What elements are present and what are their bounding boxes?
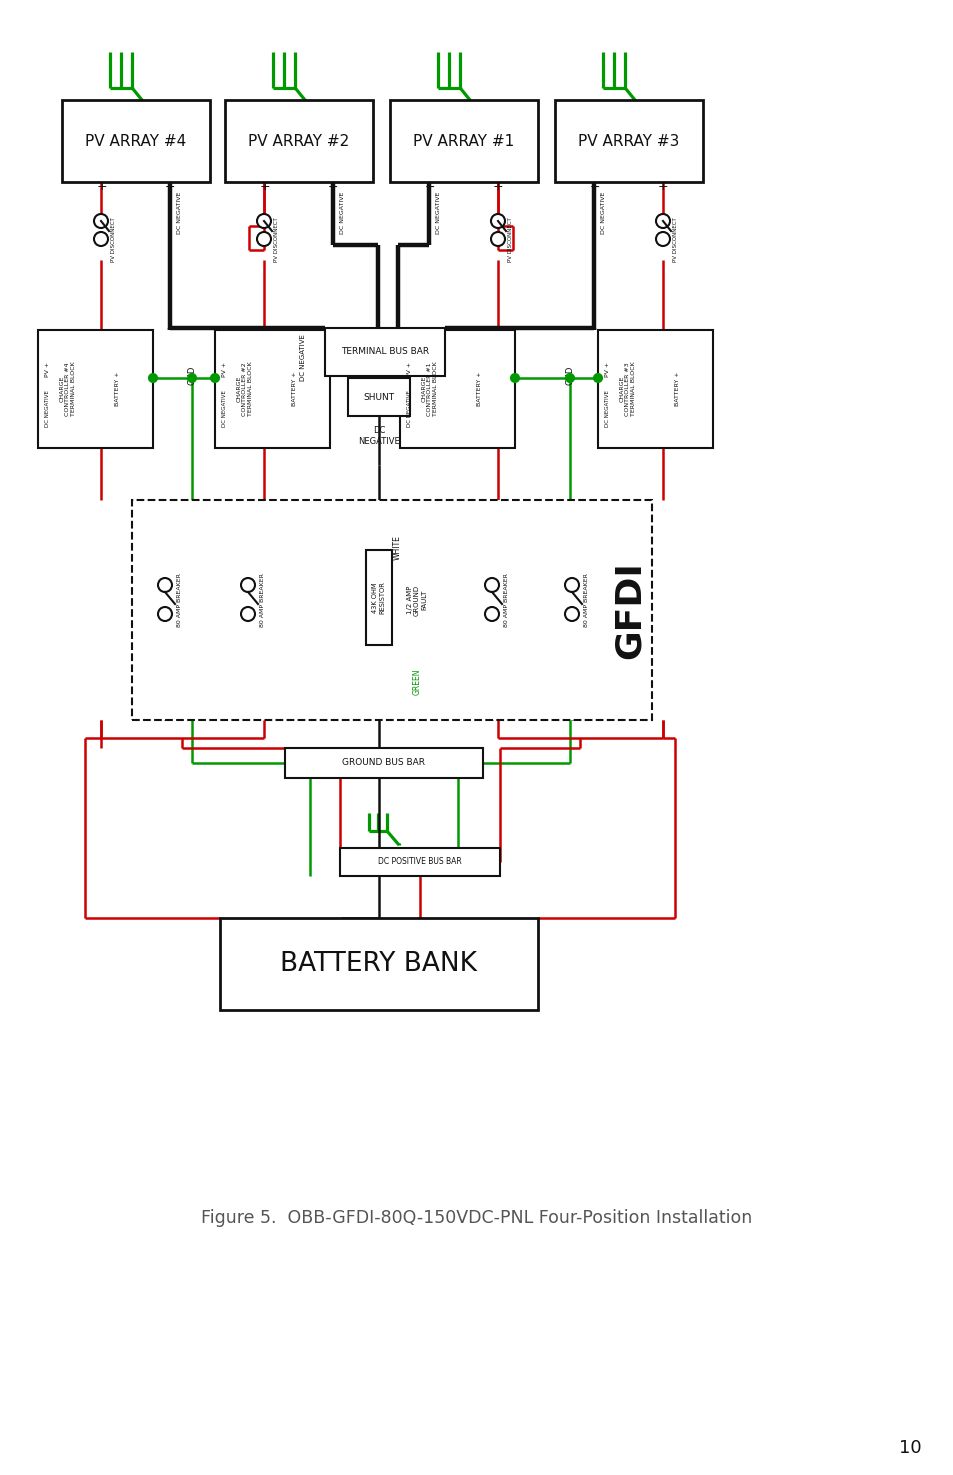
Text: PV DISCONNECT: PV DISCONNECT	[672, 218, 678, 263]
Text: PV DISCONNECT: PV DISCONNECT	[111, 218, 116, 263]
Circle shape	[211, 375, 219, 382]
Text: GFDI: GFDI	[613, 560, 646, 659]
Text: BATTERY +: BATTERY +	[292, 372, 296, 406]
Text: DC NEGATIVE: DC NEGATIVE	[339, 192, 345, 235]
Bar	[62, 100, 210, 181]
Text: CHARGE
CONTROLLER #3
TERMINAL BLOCK: CHARGE CONTROLLER #3 TERMINAL BLOCK	[618, 361, 635, 416]
Text: −: −	[589, 180, 599, 193]
Text: PV +: PV +	[407, 361, 412, 376]
Circle shape	[256, 214, 271, 229]
Bar	[220, 917, 537, 1010]
Circle shape	[565, 375, 574, 382]
Bar	[390, 100, 537, 181]
Text: CHARGE
CONTROLLER #1
TERMINAL BLOCK: CHARGE CONTROLLER #1 TERMINAL BLOCK	[421, 361, 437, 416]
Text: 80 AMP BREAKER: 80 AMP BREAKER	[583, 574, 588, 627]
Text: DC NEGATIVE: DC NEGATIVE	[600, 192, 605, 235]
Text: BATTERY +: BATTERY +	[476, 372, 481, 406]
Circle shape	[656, 214, 669, 229]
Text: PV +: PV +	[222, 361, 227, 376]
Bar	[348, 378, 410, 416]
Text: PV +: PV +	[45, 361, 50, 376]
Circle shape	[491, 214, 504, 229]
Text: 80 AMP BREAKER: 80 AMP BREAKER	[503, 574, 509, 627]
Text: SHUNT: SHUNT	[363, 392, 395, 401]
Text: DC NEGATIVE: DC NEGATIVE	[177, 192, 182, 235]
Circle shape	[564, 578, 578, 591]
Text: PV DISCONNECT: PV DISCONNECT	[507, 218, 513, 263]
Text: BATTERY +: BATTERY +	[115, 372, 120, 406]
Bar	[555, 100, 702, 181]
Circle shape	[241, 608, 254, 621]
Circle shape	[94, 232, 108, 246]
Text: PV +: PV +	[604, 361, 609, 376]
Bar	[285, 748, 482, 777]
Bar	[132, 500, 651, 720]
Text: GROUND BUS BAR: GROUND BUS BAR	[342, 758, 425, 767]
Circle shape	[484, 608, 498, 621]
Circle shape	[564, 608, 578, 621]
Text: 80 AMP BREAKER: 80 AMP BREAKER	[177, 574, 182, 627]
Text: −: −	[165, 180, 175, 193]
Text: BATTERY +: BATTERY +	[675, 372, 679, 406]
Text: DC NEGATIVE: DC NEGATIVE	[604, 391, 609, 428]
Circle shape	[256, 232, 271, 246]
Text: +: +	[259, 180, 270, 193]
Text: 43K OHM
RESISTOR: 43K OHM RESISTOR	[372, 581, 385, 614]
Text: +: +	[492, 180, 503, 193]
Text: DC POSITIVE BUS BAR: DC POSITIVE BUS BAR	[377, 857, 461, 866]
Text: PV ARRAY #1: PV ARRAY #1	[413, 134, 514, 149]
Bar	[325, 327, 444, 376]
Text: BATTERY BANK: BATTERY BANK	[280, 951, 477, 976]
Bar	[38, 330, 152, 448]
Circle shape	[656, 232, 669, 246]
Text: PV ARRAY #2: PV ARRAY #2	[248, 134, 349, 149]
Bar	[399, 330, 515, 448]
Bar	[339, 848, 499, 876]
Circle shape	[491, 232, 504, 246]
Text: 80 AMP BREAKER: 80 AMP BREAKER	[260, 574, 265, 627]
Text: DC
NEGATIVE: DC NEGATIVE	[357, 426, 399, 445]
Bar	[366, 550, 392, 645]
Circle shape	[484, 578, 498, 591]
Circle shape	[241, 578, 254, 591]
Text: WHITE: WHITE	[392, 535, 401, 560]
Text: GND: GND	[188, 366, 196, 385]
Text: CHARGE
CONTROLLER #2
TERMINAL BLOCK: CHARGE CONTROLLER #2 TERMINAL BLOCK	[236, 361, 253, 416]
Circle shape	[511, 375, 518, 382]
Text: DC NEGATIVE: DC NEGATIVE	[299, 335, 306, 382]
Text: GND: GND	[565, 366, 574, 385]
Text: PV DISCONNECT: PV DISCONNECT	[274, 218, 278, 263]
Text: PV ARRAY #3: PV ARRAY #3	[578, 134, 679, 149]
Circle shape	[158, 578, 172, 591]
Text: DC NEGATIVE: DC NEGATIVE	[407, 391, 412, 428]
Text: +: +	[96, 180, 107, 193]
Bar	[214, 330, 330, 448]
Text: +: +	[657, 180, 668, 193]
Text: −: −	[424, 180, 435, 193]
Text: DC NEGATIVE: DC NEGATIVE	[45, 391, 50, 428]
Text: 1/2 AMP
GROUND
FAULT: 1/2 AMP GROUND FAULT	[407, 584, 427, 615]
Bar	[598, 330, 712, 448]
Text: 10: 10	[898, 1440, 921, 1457]
Text: DC NEGATIVE: DC NEGATIVE	[222, 391, 227, 428]
Text: DC NEGATIVE: DC NEGATIVE	[436, 192, 440, 235]
Text: PV ARRAY #4: PV ARRAY #4	[85, 134, 187, 149]
Circle shape	[594, 375, 601, 382]
Circle shape	[94, 214, 108, 229]
Circle shape	[158, 608, 172, 621]
Bar	[225, 100, 373, 181]
Circle shape	[188, 375, 195, 382]
Circle shape	[149, 375, 157, 382]
Text: −: −	[328, 180, 338, 193]
Text: CHARGE
CONTROLLER #4
TERMINAL BLOCK: CHARGE CONTROLLER #4 TERMINAL BLOCK	[59, 361, 75, 416]
Text: TERMINAL BUS BAR: TERMINAL BUS BAR	[340, 348, 429, 357]
Text: GREEN: GREEN	[412, 668, 421, 695]
Text: Figure 5.  OBB-GFDI-80Q-150VDC-PNL Four-Position Installation: Figure 5. OBB-GFDI-80Q-150VDC-PNL Four-P…	[201, 1210, 752, 1227]
